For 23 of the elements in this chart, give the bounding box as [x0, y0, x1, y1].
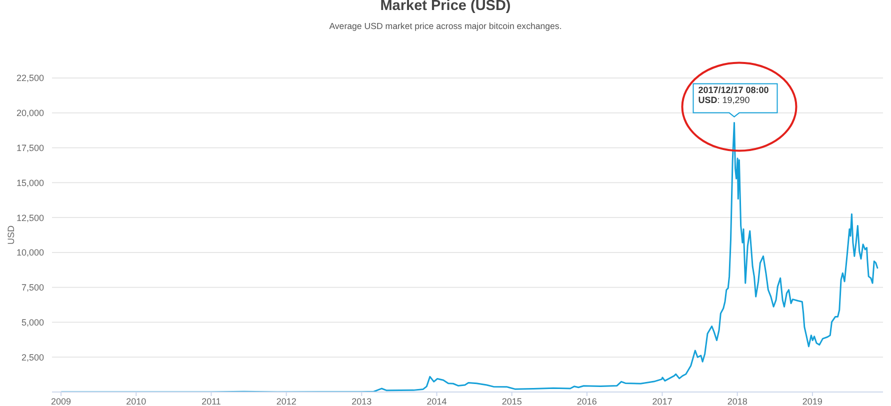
y-axis-title: USD — [6, 225, 16, 245]
y-tick-label: 12,500 — [16, 212, 44, 223]
y-tick-label: 17,500 — [16, 142, 44, 153]
x-tick-label: 2016 — [576, 396, 597, 406]
y-tick-label: 22,500 — [16, 73, 44, 84]
x-tick-label: 2018 — [727, 396, 748, 406]
x-tick-label: 2012 — [276, 396, 296, 406]
x-tick-label: 2014 — [426, 396, 447, 406]
x-tick-label: 2017 — [652, 396, 672, 406]
y-tick-label: 7,500 — [21, 282, 44, 293]
y-tick-label: 5,000 — [21, 317, 44, 328]
annotation: 2017/12/17 08:00 USD: 19,290 — [698, 84, 769, 105]
x-tick-label: 2013 — [352, 396, 372, 406]
x-tick-label: 2009 — [51, 396, 72, 406]
y-tick-label: 20,000 — [16, 108, 44, 118]
x-tick-label: 2019 — [802, 396, 822, 406]
x-tick-label: 2015 — [502, 396, 522, 406]
y-tick-label: 10,000 — [16, 248, 44, 258]
y-tick-label: 2,500 — [21, 352, 44, 362]
y-tick-label: 15,000 — [16, 178, 44, 188]
x-tick-label: 2010 — [126, 396, 146, 406]
x-tick-label: 2011 — [202, 396, 221, 406]
chart-subtitle: Average USD market price across major bitcoin exchanges. — [328, 21, 563, 32]
